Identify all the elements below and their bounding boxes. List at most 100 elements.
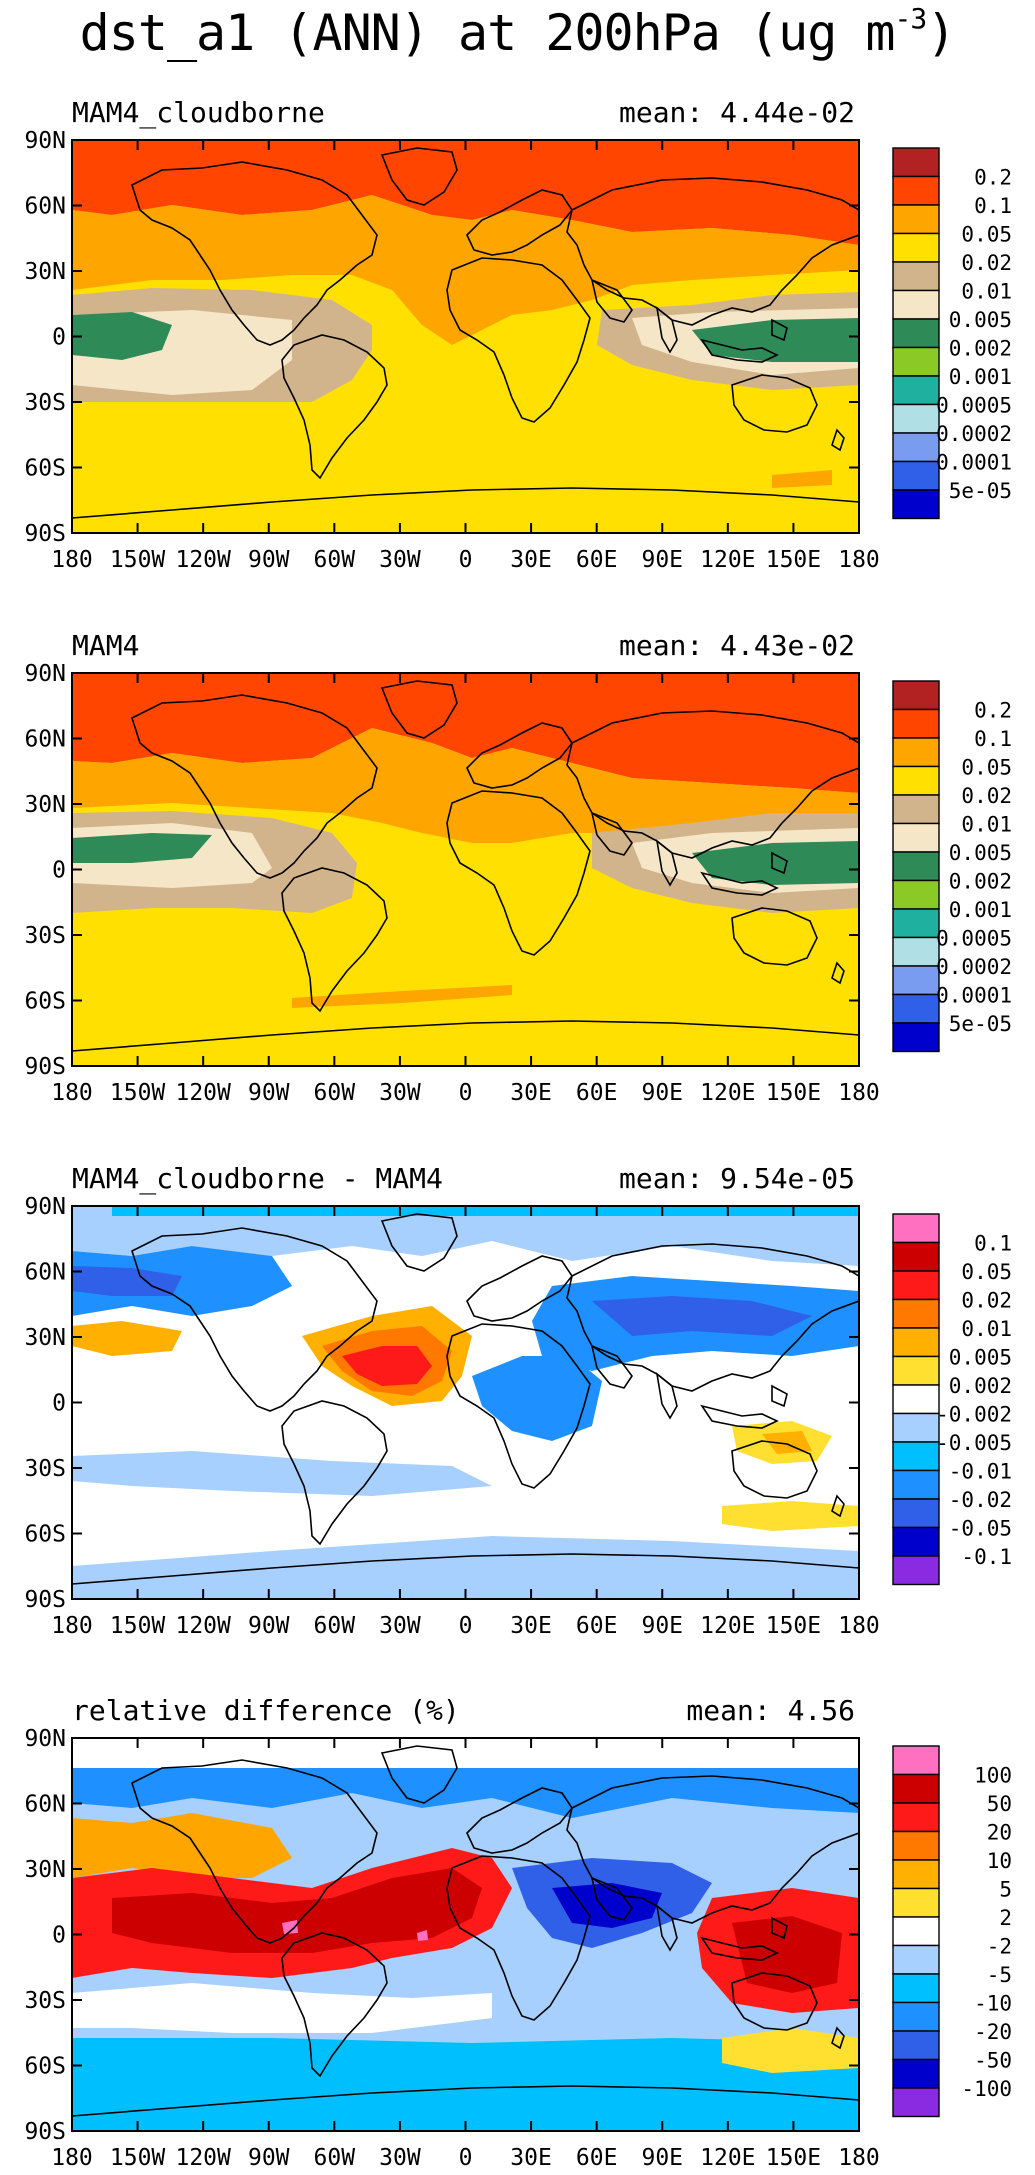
lat-tick-label: 30S	[24, 1456, 66, 1482]
lon-tick-label: 150W	[110, 1080, 166, 1106]
lon-tick-label: 150E	[766, 1080, 821, 1106]
panel-mean: mean: 9.54e-05	[619, 1162, 855, 1195]
lon-tick-label: 90E	[641, 1613, 683, 1639]
lon-tick-label: 150E	[766, 1613, 821, 1639]
lon-tick-label: 90W	[248, 2145, 290, 2171]
lon-tick-label: 120W	[175, 2145, 231, 2171]
colorbar-swatch	[892, 1944, 940, 1975]
lon-tick-label: 120E	[700, 2145, 755, 2171]
colorbar: 0.2 0.1 0.05 0.02 0.01 0.005 0.002 0.001 0.0005 0…	[892, 680, 1012, 1053]
lon-tick-label: 180	[51, 1613, 93, 1639]
map-panel-2: MAM4 mean: 4.43e-0290N60N30N030S60S90S180…	[24, 629, 1012, 1106]
lat-tick-label: 0	[52, 1923, 66, 1949]
figure-title-text: dst_a1 (ANN) at 200hPa (ug m	[79, 4, 896, 62]
colorbar-swatch	[892, 1022, 940, 1053]
colorbar-swatch	[892, 1213, 940, 1244]
lon-tick-label: 30W	[379, 1613, 421, 1639]
lon-tick-label: 120E	[700, 1080, 755, 1106]
colorbar-swatch	[892, 1270, 940, 1301]
lat-tick-label: 60N	[24, 194, 66, 220]
colorbar-swatch	[892, 680, 940, 711]
lon-tick-label: 180	[838, 1613, 880, 1639]
colorbar-swatch	[892, 851, 940, 882]
lon-tick-label: 180	[51, 1080, 93, 1106]
lat-tick-label: 30N	[24, 1857, 66, 1883]
colorbar-label: 0.0001	[936, 451, 1012, 475]
map-field	[71, 1205, 860, 1600]
colorbar-swatch	[892, 1859, 940, 1890]
colorbar-swatch	[892, 765, 940, 796]
lat-tick-label: 90S	[24, 521, 66, 547]
lon-tick-label: 150E	[766, 2145, 821, 2171]
lon-tick-label: 30W	[379, 1080, 421, 1106]
colorbar-swatch	[892, 737, 940, 768]
colorbar-swatch	[892, 822, 940, 853]
lon-tick-label: 60E	[576, 547, 618, 573]
colorbar-label: 0.02	[961, 251, 1012, 275]
colorbar: 0.2 0.1 0.05 0.02 0.01 0.005 0.002 0.001 0.0005 0…	[892, 147, 1012, 520]
colorbar-swatch	[892, 908, 940, 939]
colorbar-label: 0.0005	[936, 927, 1012, 951]
colorbar-label: 0.01	[961, 813, 1012, 837]
colorbar-label: -0.02	[949, 1488, 1012, 1512]
lon-tick-label: 90W	[248, 547, 290, 573]
colorbar-label: -5	[987, 1963, 1012, 1987]
lon-tick-label: 150W	[110, 1613, 166, 1639]
colorbar-label: 0.02	[961, 784, 1012, 808]
lon-tick-label: 30E	[510, 1080, 552, 1106]
panel-mean: mean: 4.56	[686, 1694, 855, 1727]
map-field	[71, 139, 860, 534]
colorbar-label: 0.001	[949, 365, 1012, 389]
colorbar-label: -20	[974, 2020, 1012, 2044]
lon-tick-label: 60E	[576, 1613, 618, 1639]
colorbar-swatch	[892, 1555, 940, 1586]
colorbar-swatch	[892, 204, 940, 235]
colorbar-label: -0.002	[936, 1403, 1012, 1427]
colorbar-label: 100	[974, 1764, 1012, 1788]
map-panel-3: MAM4_cloudborne - MAM4 mean: 9.54e-05 90N 6…	[24, 1162, 1012, 1639]
lon-tick-label: 120E	[700, 1613, 755, 1639]
panel-title: relative difference (%)	[72, 1694, 460, 1727]
colorbar-label: 0.0001	[936, 984, 1012, 1008]
lon-tick-label: 30E	[510, 1613, 552, 1639]
lat-tick-label: 30N	[24, 259, 66, 285]
lon-tick-label: 0	[459, 2145, 473, 2171]
lon-tick-label: 30W	[379, 547, 421, 573]
colorbar-label: 0.05	[961, 756, 1012, 780]
colorbar-swatch	[892, 1469, 940, 1500]
lon-tick-label: 30E	[510, 2145, 552, 2171]
colorbar-label: 0.1	[974, 194, 1012, 218]
lon-tick-label: 90E	[641, 547, 683, 573]
colorbar-swatch	[892, 2030, 940, 2061]
lon-tick-label: 0	[459, 1613, 473, 1639]
lat-tick-label: 60N	[24, 1792, 66, 1818]
lat-tick-label: 90N	[24, 661, 66, 687]
colorbar-swatch	[892, 1526, 940, 1557]
lon-tick-label: 0	[459, 547, 473, 573]
colorbar-label: 0.0002	[936, 422, 1012, 446]
colorbar-label: 5e-05	[949, 1012, 1012, 1036]
lon-tick-label: 150W	[110, 547, 166, 573]
colorbar-label: 10	[987, 1849, 1012, 1873]
lat-tick-label: 0	[52, 858, 66, 884]
lon-tick-label: 60W	[314, 547, 356, 573]
colorbar-swatch	[892, 2058, 940, 2089]
lat-tick-label: 90N	[24, 128, 66, 154]
map-panel-1: MAM4_cloudborne mean: 4.44e-02 90N 60N 30N 0 3…	[24, 96, 1012, 573]
lon-tick-label: 150E	[766, 547, 821, 573]
figure-title-exponent: -3	[894, 2, 928, 35]
colorbar-label: 0.0002	[936, 955, 1012, 979]
colorbar-swatch	[892, 1916, 940, 1947]
lon-tick-label: 60W	[314, 1613, 356, 1639]
lat-tick-label: 0	[52, 325, 66, 351]
panel-mean: mean: 4.44e-02	[619, 96, 855, 129]
lat-tick-label: 0	[52, 1391, 66, 1417]
colorbar-swatch	[892, 879, 940, 910]
lon-tick-label: 90W	[248, 1613, 290, 1639]
colorbar-swatch	[892, 1241, 940, 1272]
lat-tick-label: 60N	[24, 727, 66, 753]
lon-tick-label: 60E	[576, 1080, 618, 1106]
colorbar-label: 0.01	[961, 1317, 1012, 1341]
lat-tick-label: 30N	[24, 792, 66, 818]
colorbar-swatch	[892, 708, 940, 739]
